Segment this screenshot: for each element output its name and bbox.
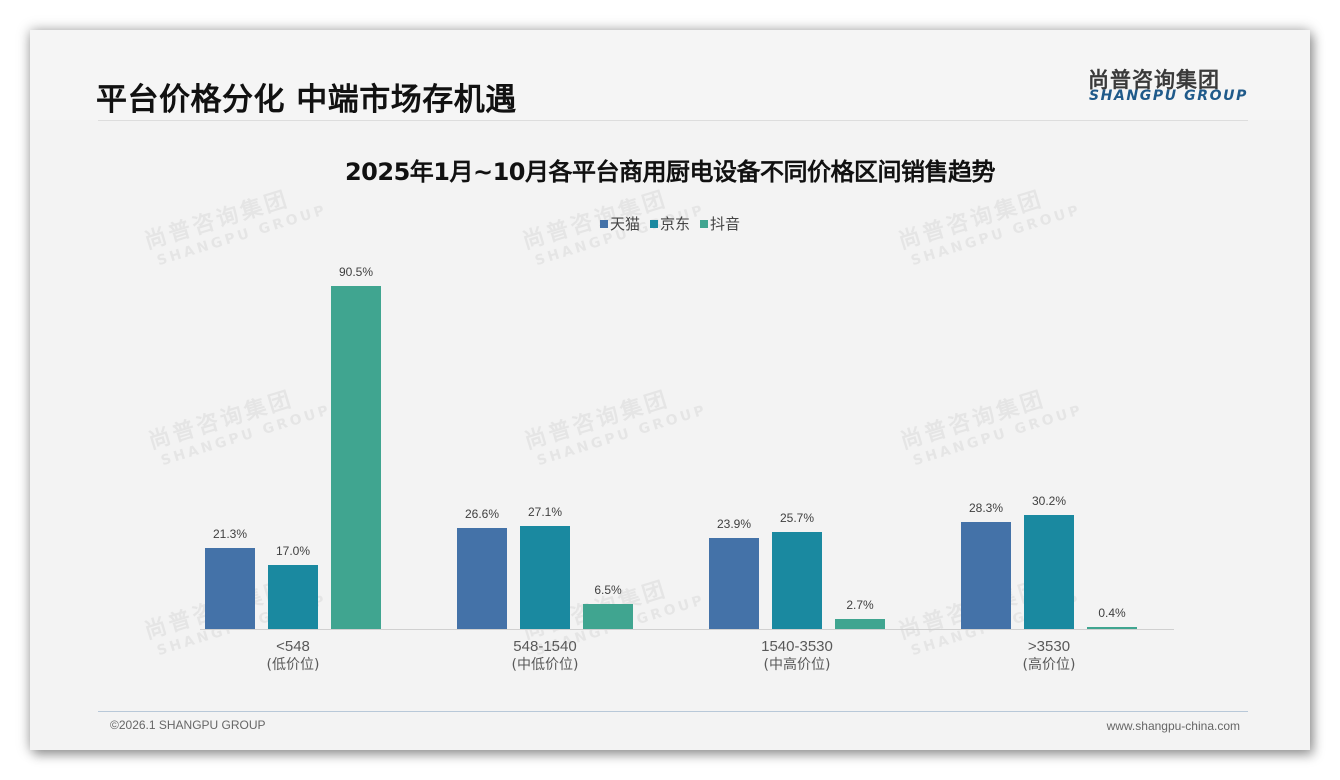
price-tier: (低价位) xyxy=(266,657,320,673)
bar xyxy=(1024,514,1074,629)
bar xyxy=(583,604,633,629)
chart-legend: 天猫 京东 抖音 xyxy=(30,213,1310,234)
bar-value-label: 30.2% xyxy=(1031,493,1067,508)
legend-label: 京东 xyxy=(659,215,690,233)
footer-copyright: ©2026.1 SHANGPU GROUP xyxy=(110,718,266,732)
legend-label: 抖音 xyxy=(710,215,741,233)
bar-value-label: 23.9% xyxy=(716,517,752,532)
price-tier: (中低价位) xyxy=(511,657,579,673)
logo-chinese: 尚普咨询集团 xyxy=(1088,68,1220,92)
bar-value-label: 27.1% xyxy=(527,505,563,520)
x-axis-category-label: <548 (低价位) xyxy=(193,637,393,675)
price-tier: (中高价位) xyxy=(763,657,831,673)
bar-value-label: 0.4% xyxy=(1098,606,1126,621)
bar-value-label: 6.5% xyxy=(594,583,622,598)
legend-item-tmall: 天猫 xyxy=(599,213,640,234)
x-axis-category-label: 1540-3530 (中高价位) xyxy=(697,637,897,675)
title-divider xyxy=(98,120,1248,121)
legend-label: 天猫 xyxy=(609,215,640,233)
bar xyxy=(772,531,822,629)
bar xyxy=(961,521,1011,629)
bar xyxy=(709,538,759,629)
legend-swatch-icon xyxy=(700,219,708,228)
bar xyxy=(331,286,381,629)
slide: 平台价格分化 中端市场存机遇 尚普咨询集团 SHANGPU GROUP 尚普咨询… xyxy=(30,30,1310,750)
bar-value-label: 28.3% xyxy=(968,500,1004,515)
bar xyxy=(205,548,255,629)
bar-value-label: 25.7% xyxy=(779,510,815,525)
legend-item-douyin: 抖音 xyxy=(700,213,740,234)
bar xyxy=(1087,627,1137,629)
bar xyxy=(520,526,570,629)
x-axis-category-label: 548-1540 (中低价位) xyxy=(445,637,645,675)
page-title: 平台价格分化 中端市场存机遇 xyxy=(96,82,517,118)
price-range: 548-1540 xyxy=(513,638,577,655)
price-range: >3530 xyxy=(1027,638,1071,655)
x-axis-category-label: >3530 (高价位) xyxy=(949,637,1149,675)
bar xyxy=(457,528,507,629)
bar-value-label: 2.7% xyxy=(846,597,874,612)
bar xyxy=(268,564,318,629)
bar-value-label: 26.6% xyxy=(464,507,500,522)
logo-english: SHANGPU GROUP xyxy=(1089,88,1248,104)
footer-divider xyxy=(98,711,1248,712)
legend-swatch-icon xyxy=(649,219,658,228)
price-range: 1540-3530 xyxy=(761,638,833,655)
bar-value-label: 17.0% xyxy=(275,543,311,558)
legend-swatch-icon xyxy=(599,219,608,228)
chart-plot-area: 21.3% 17.0% 90.5% <548 (低价位) 26.6% 27.1% 6.5% 54… xyxy=(30,30,1310,750)
bar-value-label: 90.5% xyxy=(338,265,374,279)
legend-item-jd: 京东 xyxy=(649,213,690,234)
bar xyxy=(835,618,885,629)
footer-website: www.shangpu-china.com xyxy=(1106,719,1240,733)
chart-title: 2025年1月~10月各平台商用厨电设备不同价格区间销售趋势 xyxy=(344,158,996,186)
x-axis-line xyxy=(200,629,1174,630)
price-range: <548 xyxy=(276,638,310,655)
bar-value-label: 21.3% xyxy=(212,527,248,542)
header-band xyxy=(30,30,1310,120)
price-tier: (高价位) xyxy=(1022,657,1076,673)
